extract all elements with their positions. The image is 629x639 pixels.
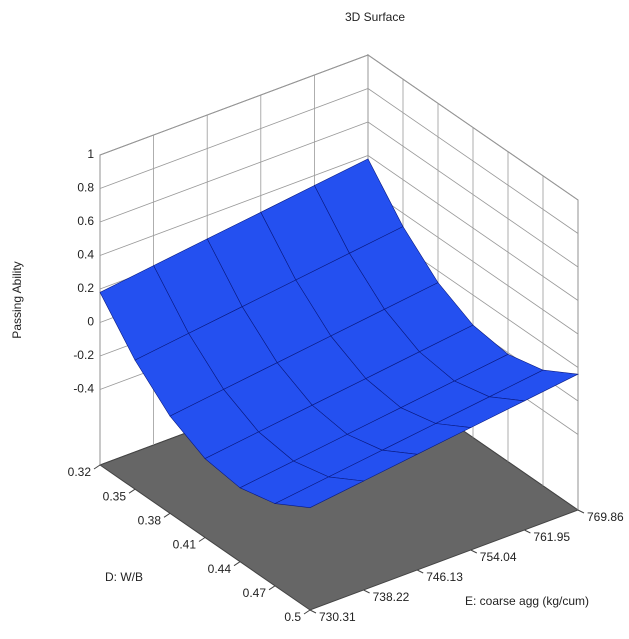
tick-mark — [233, 561, 241, 567]
tick-mark — [363, 589, 370, 594]
surface-facet — [273, 476, 365, 509]
z-tick-label: 0.2 — [77, 281, 94, 295]
z-tick-label: 1 — [87, 147, 94, 161]
tick-mark — [163, 512, 171, 518]
z-tick-label: 0.4 — [77, 248, 94, 262]
y-tick-label: 738.22 — [373, 590, 410, 604]
z-tick-label: 0.6 — [77, 214, 94, 228]
z-tick-label: 0 — [87, 315, 94, 329]
y-tick-label: 754.04 — [480, 550, 517, 564]
z-tick-label: -0.2 — [73, 348, 94, 362]
z-axis-title: Passing Ability — [10, 261, 24, 338]
chart-title: 3D Surface — [345, 10, 405, 24]
x-tick-label: 0.44 — [208, 562, 232, 576]
tick-mark — [416, 569, 424, 574]
tick-mark — [470, 549, 478, 554]
x-tick-label: 0.5 — [284, 610, 301, 624]
tick-mark — [524, 529, 531, 534]
tick-mark — [198, 537, 206, 542]
tick-mark — [268, 585, 276, 591]
tick-mark — [577, 509, 585, 514]
y-tick-label: 761.95 — [533, 530, 570, 544]
tick-mark — [309, 609, 317, 614]
z-tick-label: 0.8 — [77, 181, 94, 195]
y-tick-label: 730.31 — [319, 610, 356, 624]
x-tick-label: 0.32 — [68, 465, 92, 479]
x-tick-label: 0.41 — [173, 538, 197, 552]
x-tick-label: 0.47 — [243, 586, 267, 600]
tick-mark — [93, 464, 101, 470]
y-axis-title: E: coarse agg (kg/cum) — [465, 594, 589, 608]
z-tick-label: -0.4 — [73, 382, 94, 396]
tick-mark — [128, 488, 136, 494]
y-tick-label: 769.86 — [587, 510, 624, 524]
x-axis-title: D: W/B — [105, 570, 143, 584]
x-tick-label: 0.38 — [138, 514, 162, 528]
tick-mark — [303, 609, 311, 615]
y-tick-label: 746.13 — [426, 570, 463, 584]
x-tick-label: 0.35 — [103, 489, 127, 503]
